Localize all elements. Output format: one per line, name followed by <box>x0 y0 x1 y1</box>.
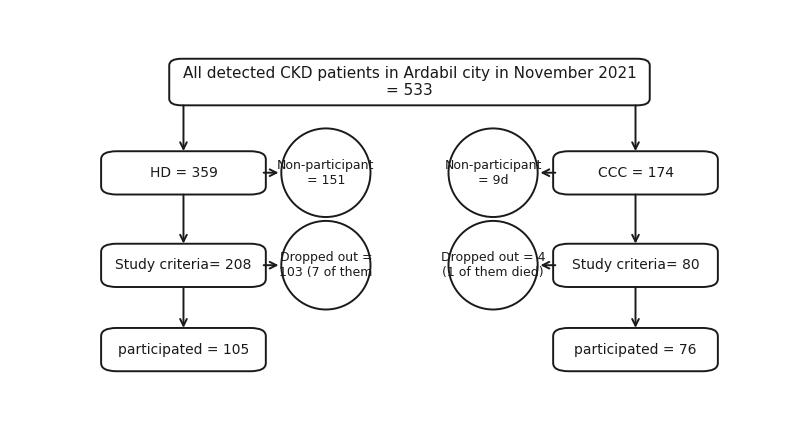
FancyBboxPatch shape <box>553 328 718 371</box>
FancyBboxPatch shape <box>169 59 650 106</box>
Text: Dropped out = 4
(1 of them died): Dropped out = 4 (1 of them died) <box>441 251 546 279</box>
FancyBboxPatch shape <box>553 244 718 287</box>
Text: HD = 359: HD = 359 <box>149 166 217 180</box>
Text: All detected CKD patients in Ardabil city in November 2021
= 533: All detected CKD patients in Ardabil cit… <box>183 66 636 98</box>
Text: Non-participant
= 151: Non-participant = 151 <box>277 159 375 187</box>
Text: Non-participant
= 9d: Non-participant = 9d <box>444 159 542 187</box>
Ellipse shape <box>448 221 538 309</box>
Ellipse shape <box>448 128 538 217</box>
Text: participated = 76: participated = 76 <box>574 343 697 356</box>
FancyBboxPatch shape <box>553 151 718 194</box>
Text: participated = 105: participated = 105 <box>117 343 249 356</box>
FancyBboxPatch shape <box>101 244 266 287</box>
Ellipse shape <box>281 221 371 309</box>
FancyBboxPatch shape <box>101 151 266 194</box>
FancyBboxPatch shape <box>101 328 266 371</box>
Text: Study criteria= 80: Study criteria= 80 <box>572 258 699 272</box>
Ellipse shape <box>281 128 371 217</box>
Text: Dropped out =
103 (7 of them: Dropped out = 103 (7 of them <box>279 251 372 279</box>
Text: CCC = 174: CCC = 174 <box>598 166 674 180</box>
Text: Study criteria= 208: Study criteria= 208 <box>115 258 252 272</box>
